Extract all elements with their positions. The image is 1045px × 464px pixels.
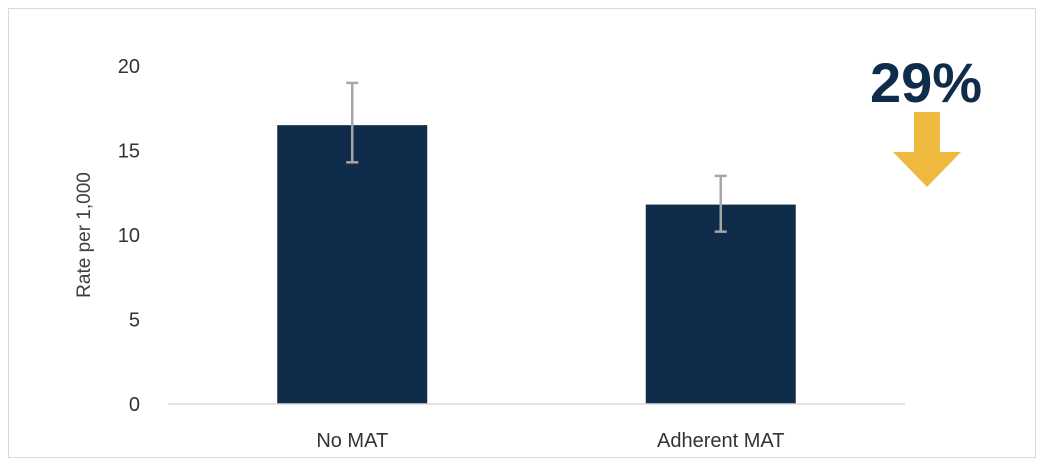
- error-bar: [346, 81, 359, 164]
- y-axis-title: Rate per 1,000: [74, 172, 95, 298]
- y-tick-label: 15: [118, 141, 140, 163]
- error-bars-group: [346, 81, 727, 233]
- y-tick-label: 20: [118, 56, 140, 78]
- bar-adherent-mat: [645, 204, 796, 404]
- x-tick-label: Adherent MAT: [657, 430, 784, 452]
- x-tick-label: No MAT: [316, 430, 388, 452]
- bars-group: [277, 125, 796, 405]
- y-tick-label: 0: [129, 394, 140, 416]
- bar-no-mat: [277, 125, 428, 405]
- percent-reduction-label: 29%: [870, 51, 982, 114]
- y-tick-label: 10: [118, 225, 140, 247]
- down-arrow-icon: [893, 112, 961, 187]
- chart-frame: [8, 8, 1036, 458]
- error-bar: [714, 174, 727, 233]
- x-axis-ticks: No MAT Adherent MAT: [316, 430, 784, 452]
- y-axis-ticks: 0 5 10 15 20: [118, 56, 140, 416]
- y-tick-label: 5: [129, 310, 140, 332]
